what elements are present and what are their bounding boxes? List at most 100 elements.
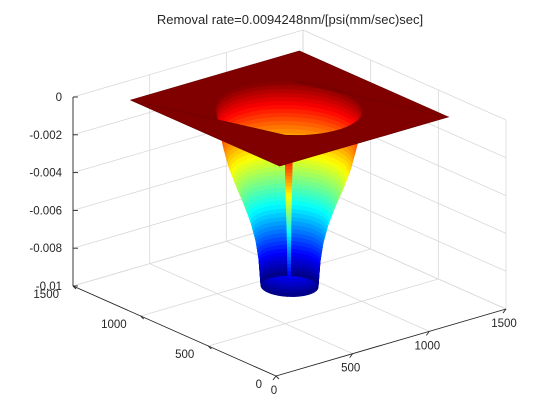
funnel-inner-patch [280, 248, 284, 254]
funnel-inner-patch [281, 104, 289, 110]
funnel-outer-patch [286, 240, 291, 245]
funnel-outer-patch [296, 179, 302, 186]
funnel-outer-patch [296, 253, 300, 258]
funnel-outer-patch [290, 267, 295, 273]
funnel-outer-patch [293, 268, 297, 273]
funnel-inner-patch [280, 264, 285, 269]
funnel-inner-patch [282, 229, 287, 234]
funnel-inner-patch [282, 288, 286, 294]
z-tick-label: 0 [56, 92, 62, 104]
funnel-outer-patch [293, 252, 297, 258]
y-tick-label: 500 [175, 349, 194, 361]
funnel-outer-patch [294, 221, 299, 227]
funnel-inner-patch [287, 100, 295, 106]
funnel-outer-patch [295, 192, 301, 198]
funnel-outer-patch [286, 230, 291, 235]
funnel-inner-patch [283, 244, 287, 250]
funnel-outer-patch [286, 220, 291, 225]
funnel-inner-patch [278, 166, 285, 172]
x-tick-mark [349, 353, 354, 358]
funnel-inner-patch [275, 112, 283, 118]
funnel-outer-patch [295, 268, 300, 274]
funnel-inner-patch [279, 291, 284, 297]
funnel-outer-patch [294, 213, 299, 219]
funnel-outer-patch [292, 170, 298, 177]
funnel-inner-patch [269, 105, 277, 110]
funnel-inner-patch [269, 113, 277, 118]
x-tick-mark [502, 308, 507, 314]
funnel-outer-patch [287, 264, 291, 269]
funnel-outer-patch [294, 292, 298, 297]
funnel-outer-patch [293, 260, 297, 266]
funnel-outer-patch [286, 217, 291, 222]
funnel-inner-patch [281, 212, 286, 218]
funnel-inner-patch [281, 216, 286, 222]
funnel-outer-patch [296, 175, 302, 181]
funnel-inner-patch [283, 260, 287, 265]
funnel-inner-patch [281, 89, 289, 94]
funnel-outer-patch [285, 192, 292, 197]
funnel-inner-patch [284, 285, 288, 290]
funnel-inner-patch [281, 200, 286, 206]
x-tick-mark [272, 375, 277, 381]
funnel-outer-patch [285, 186, 292, 191]
funnel-outer-patch [293, 241, 298, 247]
grid-line [140, 248, 371, 317]
funnel-outer-patch [291, 200, 296, 206]
funnel-inner-patch [287, 96, 295, 102]
funnel-outer-patch [292, 183, 297, 189]
funnel-outer-patch [291, 248, 295, 254]
funnel-outer-patch [291, 217, 296, 223]
funnel-inner-patch [275, 104, 283, 110]
funnel-inner-patch [283, 256, 287, 261]
axis-line [275, 308, 507, 377]
funnel-inner-patch [280, 256, 284, 261]
funnel-inner-patch [279, 229, 284, 234]
funnel-inner-patch [269, 101, 276, 107]
funnel-outer-patch [287, 257, 291, 262]
funnel-inner-patch [279, 179, 285, 185]
funnel-inner-patch [275, 175, 281, 181]
funnel-outer-patch [292, 179, 298, 185]
funnel-outer-patch [285, 179, 292, 184]
funnel-inner-patch [275, 116, 283, 122]
z-tick-label: -0.006 [29, 205, 62, 217]
funnel-outer-patch [291, 221, 296, 227]
funnel-outer-patch [285, 169, 292, 174]
funnel-outer-patch [287, 285, 291, 290]
funnel-inner-patch [287, 93, 295, 98]
funnel-inner-patch [280, 252, 284, 258]
funnel-inner-patch [284, 288, 289, 294]
funnel-outer-patch [292, 162, 298, 168]
funnel-outer-patch [291, 204, 296, 210]
funnel-inner-patch [274, 166, 280, 172]
x-tick-label: 0 [271, 385, 277, 397]
z-tick-label: -0.008 [29, 243, 62, 255]
funnel-inner-patch [287, 120, 294, 126]
funnel-outer-patch [286, 236, 291, 241]
grid-line [72, 29, 304, 98]
funnel-outer-patch [291, 256, 295, 262]
funnel-inner-patch [287, 124, 294, 130]
funnel-inner-patch [275, 100, 282, 106]
funnel-inner-patch [282, 240, 287, 246]
grid-line [208, 278, 439, 347]
grid-line [302, 29, 507, 121]
funnel-outer-patch [285, 189, 292, 194]
y-tick-label: 1500 [33, 289, 59, 301]
funnel-outer-patch [298, 197, 304, 203]
funnel-outer-patch [296, 241, 300, 247]
funnel-outer-patch [296, 264, 300, 270]
funnel-inner-patch [281, 93, 289, 98]
funnel-outer-patch [292, 175, 298, 181]
funnel-inner-patch [283, 271, 287, 277]
funnel-outer-patch [286, 214, 292, 219]
funnel-inner-patch [270, 120, 277, 127]
funnel-inner-patch [281, 128, 289, 134]
funnel-inner-patch [287, 116, 295, 122]
funnel-outer-patch [295, 196, 300, 202]
funnel-outer-patch [291, 208, 296, 214]
funnel-inner-patch [276, 124, 283, 130]
funnel-inner-patch [282, 284, 286, 290]
funnel-outer-patch [286, 233, 291, 238]
